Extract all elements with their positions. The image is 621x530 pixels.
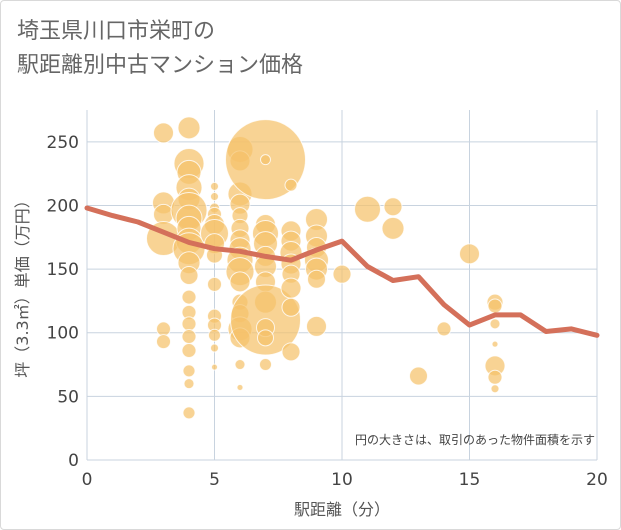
y-tick-label: 50 xyxy=(57,387,79,407)
data-bubble xyxy=(491,340,499,348)
data-bubble xyxy=(183,378,195,390)
y-axis-title: 坪（3.3㎡）単価（万円） xyxy=(13,192,32,377)
y-tick-label: 0 xyxy=(68,451,79,471)
data-bubble xyxy=(210,192,219,202)
data-bubble xyxy=(179,265,199,285)
x-tick-label: 5 xyxy=(209,470,220,490)
data-bubble xyxy=(153,122,174,144)
chart-title-line-1: 埼玉県川口市栄町の xyxy=(17,19,216,44)
data-bubble xyxy=(257,329,274,347)
data-bubble xyxy=(259,358,272,372)
data-bubble xyxy=(280,277,302,299)
data-bubble xyxy=(459,243,480,265)
data-bubble xyxy=(207,276,222,292)
average-line xyxy=(84,205,600,338)
data-bubble xyxy=(210,181,219,191)
y-tick-label: 150 xyxy=(47,260,79,280)
data-bubble xyxy=(383,197,403,217)
y-tick-label: 200 xyxy=(47,196,79,216)
chart-title-line-2: 駅距離別中古マンション価格 xyxy=(17,53,304,78)
data-bubble xyxy=(208,328,221,342)
x-axis-title: 駅距離（分） xyxy=(294,500,390,519)
y-tick-label: 100 xyxy=(47,324,79,344)
data-bubble xyxy=(210,343,219,353)
x-tick-label: 10 xyxy=(331,470,353,490)
bubbles xyxy=(146,116,506,420)
chart-title: 埼玉県川口市栄町の 駅距離別中古マンション価格 xyxy=(17,15,303,83)
data-bubble xyxy=(281,297,301,317)
data-bubble xyxy=(487,369,503,385)
data-bubble xyxy=(381,216,405,240)
data-bubble xyxy=(436,321,452,337)
data-bubble xyxy=(182,364,196,378)
data-bubble xyxy=(234,359,246,371)
data-bubble xyxy=(489,318,501,330)
data-bubble xyxy=(281,342,301,362)
data-bubble xyxy=(182,406,196,420)
axis-ticks: 0 50 100 150 200 250 0 5 10 15 20 xyxy=(47,133,608,490)
data-bubble xyxy=(487,298,503,314)
y-tick-label: 250 xyxy=(47,133,79,153)
data-bubble xyxy=(354,195,381,223)
size-annotation: 円の大きさは、取引のあった物件面積を示す xyxy=(355,432,595,447)
data-bubble xyxy=(181,316,197,332)
data-bubble xyxy=(181,329,197,345)
data-bubble xyxy=(229,271,251,293)
data-bubble xyxy=(306,315,327,337)
data-bubble xyxy=(181,289,197,305)
data-bubble xyxy=(211,363,218,371)
data-bubble xyxy=(490,384,500,394)
average-price-line xyxy=(84,205,600,338)
data-bubble xyxy=(156,321,171,337)
x-tick-label: 20 xyxy=(586,470,608,490)
x-tick-label: 15 xyxy=(459,470,481,490)
grid xyxy=(86,110,598,461)
data-bubble xyxy=(177,116,201,140)
data-bubble xyxy=(156,334,171,350)
data-bubble xyxy=(181,343,197,359)
data-bubble xyxy=(409,366,428,386)
data-bubble xyxy=(332,264,352,284)
data-bubble xyxy=(284,178,298,192)
data-bubble xyxy=(260,154,271,166)
data-bubble xyxy=(307,269,326,289)
data-bubble xyxy=(236,383,244,391)
x-tick-label: 0 xyxy=(82,470,93,490)
